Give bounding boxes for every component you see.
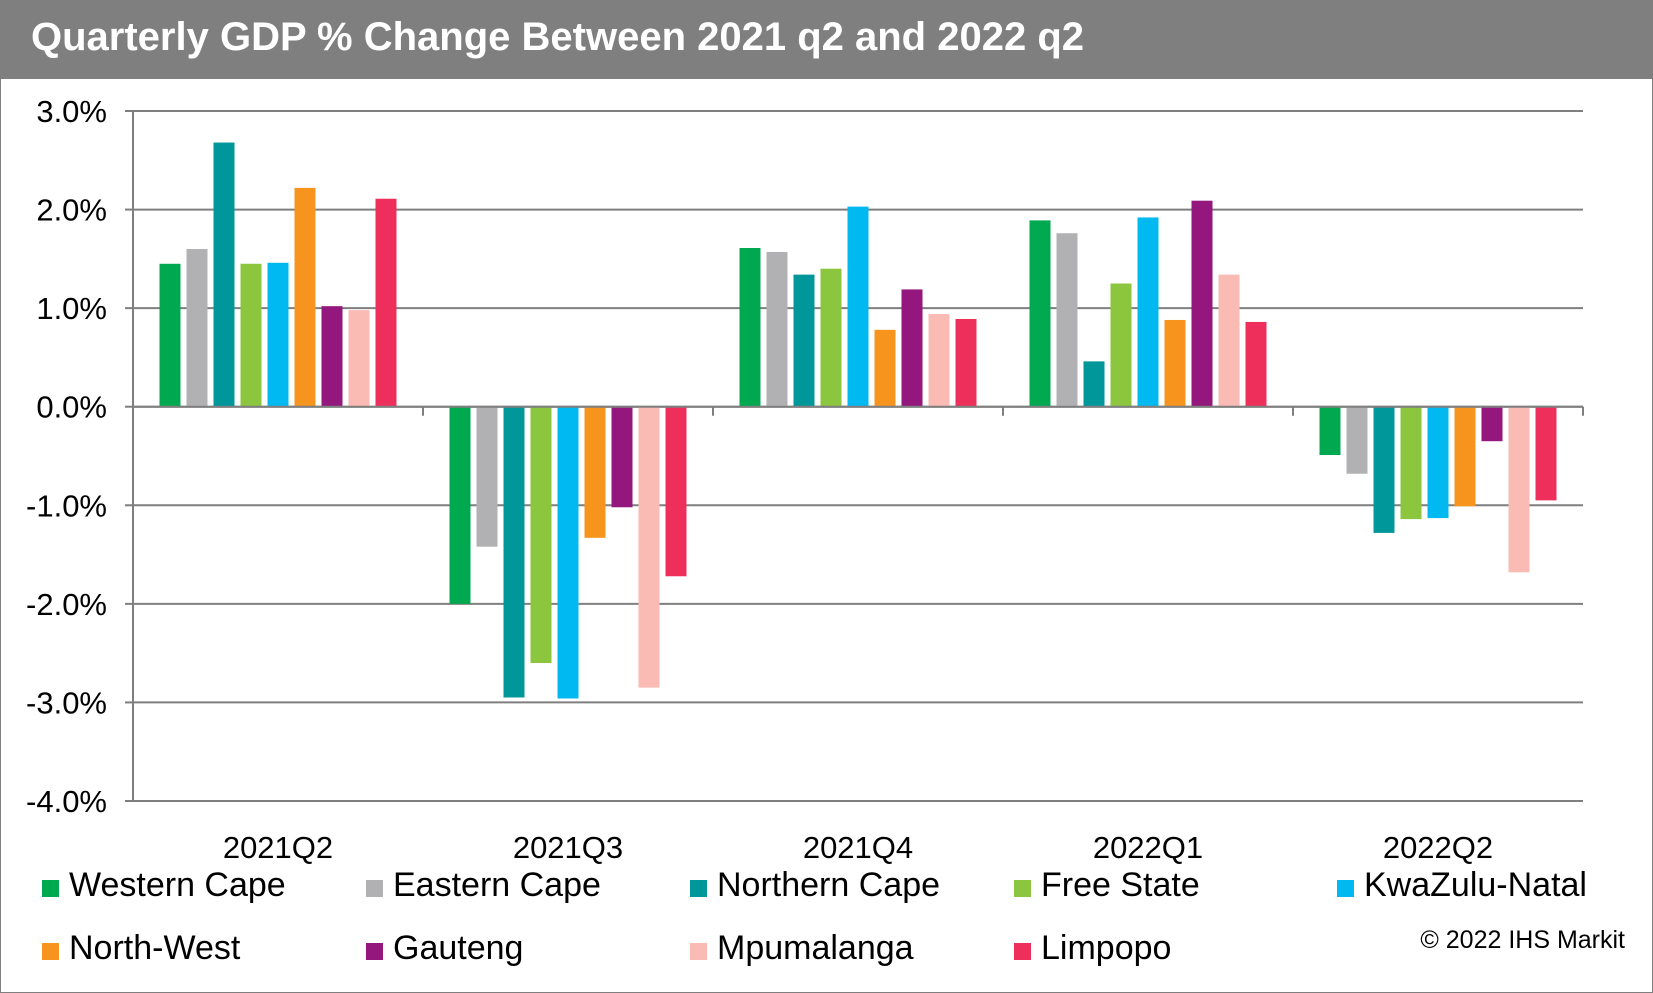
copyright-text: © 2022 IHS Markit (1420, 926, 1625, 954)
bar-western-cape-2021q4 (739, 248, 761, 407)
bar-kwazulu-natal-2022q1 (1137, 217, 1159, 407)
bar-northern-cape-2022q2 (1373, 406, 1395, 533)
x-tick-label: 2021Q2 (223, 830, 333, 865)
y-tick-label: 1.0% (36, 291, 107, 326)
bar-limpopo-2021q4 (955, 318, 977, 407)
x-tick-label: 2022Q2 (1383, 830, 1493, 865)
y-tick-label: -3.0% (26, 685, 107, 720)
y-tick-label: 2.0% (36, 193, 107, 228)
y-tick-label: 0.0% (36, 390, 107, 425)
bar-free-state-2021q4 (820, 268, 842, 407)
bar-gauteng-2022q2 (1481, 406, 1503, 442)
chart-title: Quarterly GDP % Change Between 2021 q2 a… (31, 15, 1085, 59)
title-bar: Quarterly GDP % Change Between 2021 q2 a… (1, 1, 1652, 79)
legend-label: Free State (1041, 866, 1200, 904)
legend-label: Western Cape (69, 866, 286, 904)
bar-free-state-2021q3 (530, 406, 552, 663)
legend-label: North-West (69, 929, 241, 967)
legend-swatch-western-cape (42, 880, 59, 897)
legend-swatch-northern-cape (690, 880, 707, 897)
legend-swatch-kwazulu-natal (1337, 880, 1354, 897)
bar-gauteng-2021q3 (611, 406, 633, 508)
bar-limpopo-2022q2 (1535, 406, 1557, 501)
bar-western-cape-2021q3 (449, 406, 471, 604)
bar-kwazulu-natal-2021q3 (557, 406, 579, 699)
x-tick-label: 2021Q4 (803, 830, 913, 865)
legend-swatch-mpumalanga (690, 943, 707, 960)
bar-kwazulu-natal-2021q2 (267, 262, 289, 407)
x-tick-label: 2021Q3 (513, 830, 623, 865)
bar-north-west-2021q2 (294, 187, 316, 407)
legend-swatch-free-state (1014, 880, 1031, 897)
bar-free-state-2022q2 (1400, 406, 1422, 520)
legend-label: Eastern Cape (393, 866, 601, 904)
legend-swatch-gauteng (366, 943, 383, 960)
legend-label: Mpumalanga (717, 929, 914, 967)
legend-label: KwaZulu-Natal (1364, 866, 1587, 904)
bar-north-west-2021q4 (874, 329, 896, 407)
bar-north-west-2022q1 (1164, 319, 1186, 407)
bar-mpumalanga-2021q3 (638, 406, 660, 688)
bar-gauteng-2021q4 (901, 289, 923, 407)
bar-eastern-cape-2022q1 (1056, 233, 1078, 407)
bar-kwazulu-natal-2021q4 (847, 206, 869, 407)
bar-northern-cape-2021q3 (503, 406, 525, 698)
legend-swatch-eastern-cape (366, 880, 383, 897)
bar-northern-cape-2022q1 (1083, 361, 1105, 407)
bar-kwazulu-natal-2022q2 (1427, 406, 1449, 519)
bar-mpumalanga-2021q2 (348, 310, 370, 407)
legend-swatch-north-west (42, 943, 59, 960)
bar-northern-cape-2021q4 (793, 274, 815, 407)
bar-eastern-cape-2021q4 (766, 251, 788, 407)
bar-western-cape-2022q2 (1319, 406, 1341, 456)
bar-limpopo-2021q3 (665, 406, 687, 577)
y-tick-label: -2.0% (26, 587, 107, 622)
legend-label: Gauteng (393, 929, 523, 967)
bar-limpopo-2022q1 (1245, 321, 1267, 407)
bar-limpopo-2021q2 (375, 198, 397, 407)
bar-western-cape-2022q1 (1029, 220, 1051, 407)
y-tick-label: -4.0% (26, 784, 107, 819)
bar-eastern-cape-2022q2 (1346, 406, 1368, 474)
bar-free-state-2021q2 (240, 263, 262, 407)
bar-north-west-2022q2 (1454, 406, 1476, 507)
bar-western-cape-2021q2 (159, 263, 181, 407)
bar-free-state-2022q1 (1110, 283, 1132, 407)
bar-mpumalanga-2021q4 (928, 314, 950, 407)
y-tick-label: -1.0% (26, 488, 107, 523)
bar-mpumalanga-2022q2 (1508, 406, 1530, 573)
legend-label: Northern Cape (717, 866, 940, 904)
legend-label: Limpopo (1041, 929, 1171, 967)
y-tick-label: 3.0% (36, 94, 107, 129)
bar-gauteng-2022q1 (1191, 200, 1213, 407)
bar-north-west-2021q3 (584, 406, 606, 538)
bar-eastern-cape-2021q2 (186, 249, 208, 407)
bar-northern-cape-2021q2 (213, 142, 235, 407)
x-tick-label: 2022Q1 (1093, 830, 1203, 865)
bar-eastern-cape-2021q3 (476, 406, 498, 547)
bar-mpumalanga-2022q1 (1218, 274, 1240, 407)
bar-gauteng-2021q2 (321, 306, 343, 407)
legend-swatch-limpopo (1014, 943, 1031, 960)
